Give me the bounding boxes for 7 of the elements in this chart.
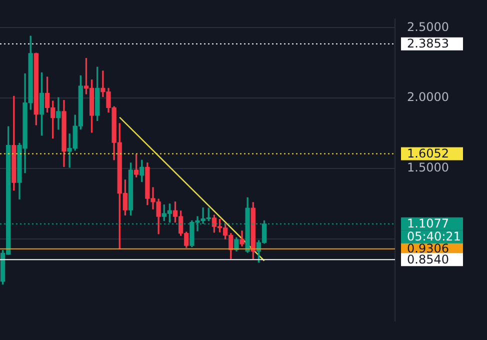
ref-line-label: 2.3853 — [407, 36, 449, 50]
text: 05:40:21 — [407, 230, 461, 244]
y-tick-label: 2.5000 — [407, 20, 449, 34]
ref-line-label: 1.6052 — [407, 146, 449, 160]
y-tick-label: 1.5000 — [407, 160, 449, 175]
y-tick-label: 2.0000 — [407, 90, 449, 104]
ref-line-label: 1.1077 — [407, 216, 449, 231]
